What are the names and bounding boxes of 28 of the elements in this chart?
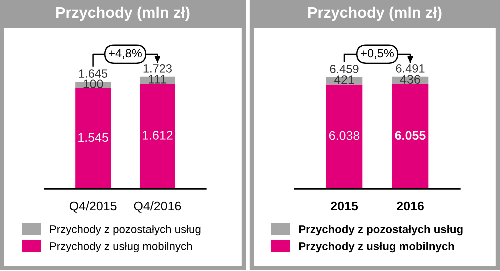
- legend-label: Przychody z usług mobilnych: [50, 242, 192, 253]
- chart-title: Przychody (mln zł): [308, 6, 442, 22]
- data-label: 1.612: [143, 131, 173, 140]
- total-label: 1.723: [144, 64, 172, 73]
- text: +4,8%: [109, 49, 142, 60]
- bar: [392, 84, 429, 189]
- data-label: 6.038: [329, 131, 360, 140]
- legend-label: Przychody z usług mobilnych: [299, 242, 454, 253]
- data-label: 111: [149, 75, 167, 84]
- x-tick-label: 2016: [397, 202, 424, 211]
- data-label: 6.055: [395, 131, 426, 140]
- bar: [140, 84, 176, 189]
- total-label: 1.645: [79, 70, 108, 78]
- total-label: 6.459: [330, 65, 359, 74]
- x-tick-label: 2015: [331, 202, 358, 211]
- total-label: 6.491: [396, 64, 425, 73]
- x-tick-label: Q4/2015: [70, 202, 117, 213]
- legend-label: Przychody z pozostałych usług: [50, 225, 201, 236]
- x-tick-label: Q4/2016: [134, 202, 182, 213]
- legend-label: Przychody z pozostałych usług: [299, 225, 463, 236]
- bar: [76, 88, 112, 189]
- text: +0,5%: [361, 49, 394, 60]
- data-label: 1.545: [78, 133, 108, 142]
- bar: [326, 84, 363, 189]
- chart-title: Przychody (mln zł): [56, 6, 190, 22]
- data-label: 421: [334, 76, 354, 84]
- data-label: 100: [84, 80, 104, 89]
- data-label: 436: [400, 75, 420, 84]
